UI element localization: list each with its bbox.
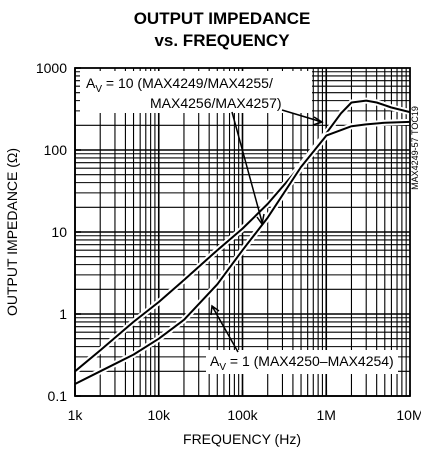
y-tick-label: 10: [51, 224, 67, 240]
x-axis-tick-labels: 1k 10k 100k 1M 10M: [68, 407, 421, 423]
chart-subtitle: vs. FREQUENCY: [154, 31, 290, 50]
axis-ticks: [74, 67, 411, 397]
annotation-av10-leader: [231, 111, 263, 223]
x-tick-label: 100k: [227, 407, 258, 423]
annotation-av1-leader: [211, 305, 239, 353]
data-series: [73, 97, 411, 387]
annotation-av1: AV = 1 (MAX4250–MAX4254): [206, 304, 398, 374]
y-tick-label: 0.1: [48, 388, 68, 404]
side-tag: MAX4249-57 TOC19: [410, 106, 420, 190]
x-axis-label: FREQUENCY (Hz): [183, 431, 301, 447]
annotation-av1-label: AV = 1 (MAX4250–MAX4254): [210, 353, 394, 373]
annotation-av10: AV = 10 (MAX4249/MAX4255/ MAX4256/MAX425…: [80, 71, 324, 226]
annotation-av10-line2: MAX4256/MAX4257): [150, 95, 282, 111]
x-tick-label: 10M: [396, 407, 421, 423]
x-tick-label: 1k: [68, 407, 84, 423]
series-line-1: [74, 99, 411, 373]
x-tick-label: 1M: [317, 407, 336, 423]
y-axis-tick-labels: 0.1 1 10 100 1000: [36, 60, 67, 404]
y-axis-label: OUTPUT IMPEDANCE (Ω): [4, 148, 20, 316]
y-tick-label: 1000: [36, 60, 67, 76]
x-tick-label: 10k: [147, 407, 171, 423]
annotation-av10-line1: AV = 10 (MAX4249/MAX4255/: [86, 75, 273, 95]
y-tick-label: 1: [59, 306, 67, 322]
y-tick-label: 100: [44, 142, 68, 158]
series-line-2: [74, 120, 411, 385]
chart-title: OUTPUT IMPEDANCE: [134, 9, 311, 28]
